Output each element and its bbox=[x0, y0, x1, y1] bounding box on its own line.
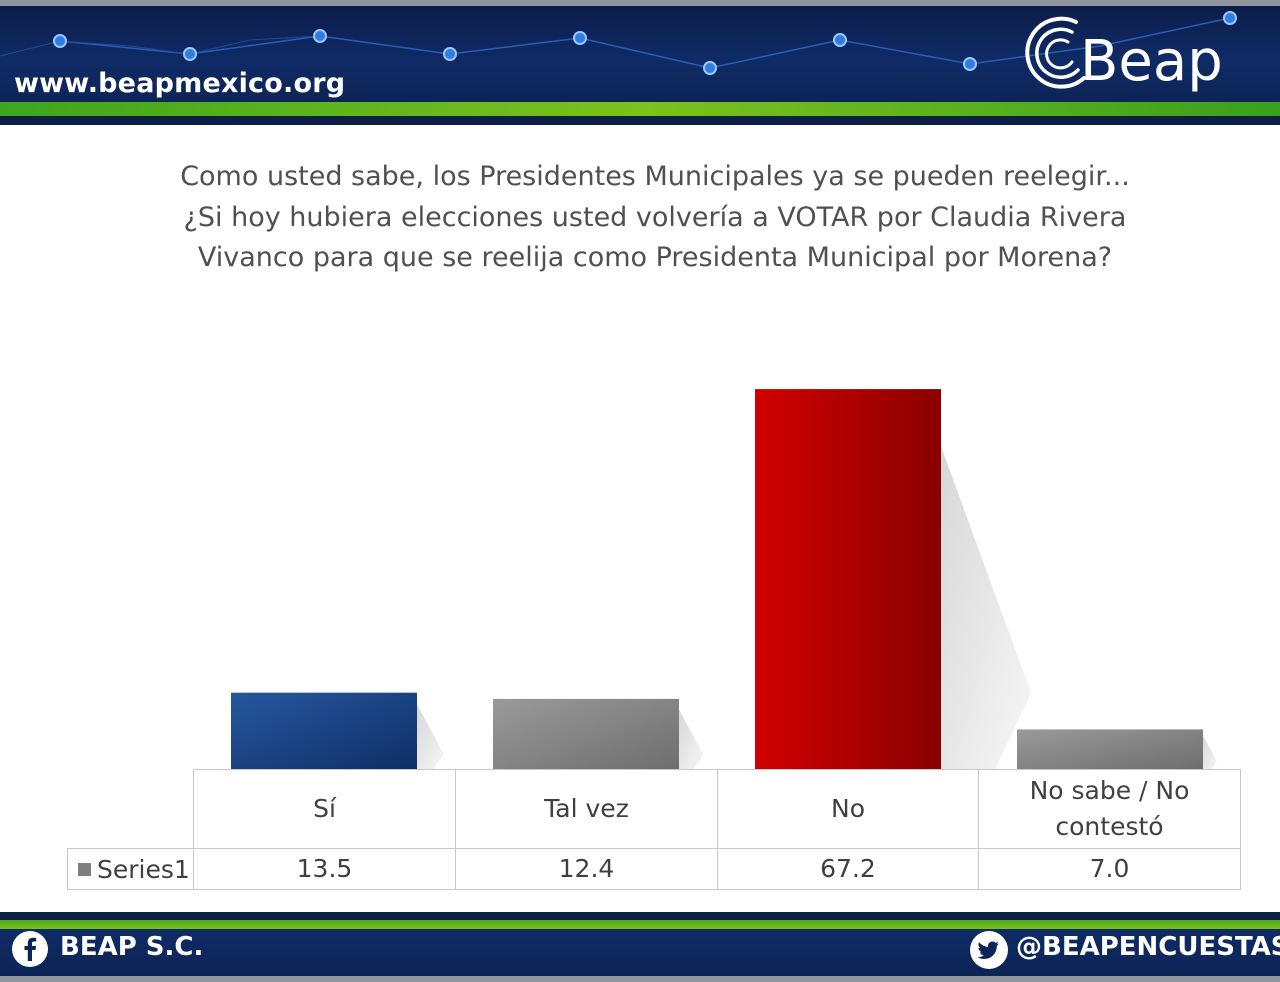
data-value: 12.4 bbox=[455, 848, 717, 890]
bar-0 bbox=[231, 692, 417, 769]
category-label: Sí bbox=[193, 769, 455, 848]
chart-data-table: Sí Tal vez No No sabe / No contestó Seri… bbox=[67, 769, 1241, 890]
question-line-2: ¿Si hoy hubiera elecciones usted volverí… bbox=[183, 201, 1127, 233]
facebook-handle[interactable]: BEAP S.C. bbox=[60, 932, 204, 962]
footer-banner bbox=[0, 912, 1280, 982]
header-dark-stripe bbox=[0, 116, 1280, 125]
bar-shadow bbox=[679, 709, 704, 769]
header-banner: www.beapmexico.org Beap bbox=[0, 0, 1280, 125]
twitter-icon[interactable] bbox=[970, 931, 1008, 969]
bar-shadow bbox=[417, 704, 444, 769]
bar-shadow bbox=[941, 446, 1031, 769]
twitter-handle[interactable]: @BEAPENCUESTAS bbox=[1016, 932, 1280, 962]
legend-swatch bbox=[78, 862, 91, 876]
data-value: 67.2 bbox=[717, 848, 978, 890]
header-green-stripe bbox=[0, 102, 1280, 116]
category-label: No bbox=[717, 769, 978, 848]
question-text: Como usted sabe, los Presidentes Municip… bbox=[140, 157, 1170, 279]
bar-3 bbox=[1017, 729, 1203, 769]
question-line-1: Como usted sabe, los Presidentes Municip… bbox=[180, 161, 1130, 192]
logo-text: Beap bbox=[1080, 29, 1223, 94]
category-label: No sabe / No contestó bbox=[978, 769, 1241, 848]
data-value: 13.5 bbox=[193, 848, 455, 890]
beap-logo: Beap bbox=[1025, 16, 1223, 94]
bar-2 bbox=[755, 389, 941, 769]
series-name: Series1 bbox=[97, 854, 190, 884]
facebook-icon[interactable] bbox=[12, 931, 48, 967]
series-legend-cell: Series1 bbox=[67, 848, 193, 890]
website-url[interactable]: www.beapmexico.org bbox=[14, 68, 346, 99]
data-value: 7.0 bbox=[978, 848, 1241, 890]
network-decoration bbox=[0, 11, 1237, 75]
question-line-3: Vivanco para que se reelija como Preside… bbox=[197, 242, 1113, 273]
bar-shadow bbox=[1203, 735, 1217, 769]
category-label: Tal vez bbox=[455, 769, 717, 848]
bar-1 bbox=[493, 698, 679, 769]
